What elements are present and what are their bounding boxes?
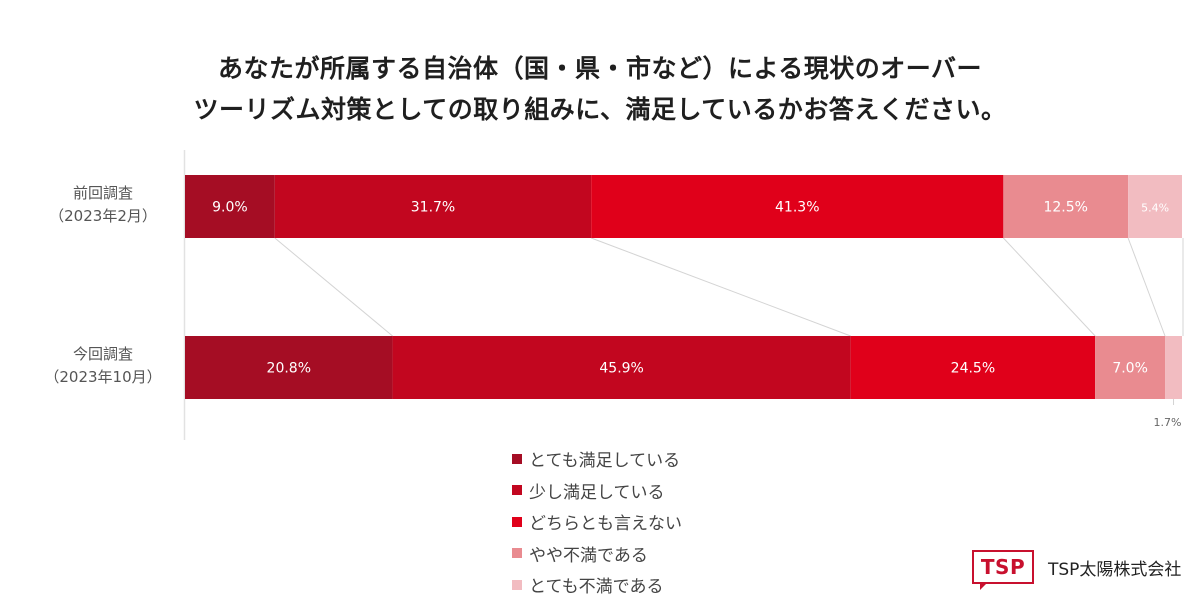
legend-item: どちらとも言えない [512,506,682,538]
data-label: 41.3% [775,200,819,216]
legend-swatch [512,485,522,496]
data-label: 24.5% [951,361,995,377]
bar-segment [274,175,592,238]
data-label: 1.7% [1154,416,1182,429]
data-label: 31.7% [411,200,455,216]
title-line-2: ツーリズム対策としての取り組みに、満足しているかお答えください。 [193,95,1007,124]
bar-segment [185,336,393,399]
legend-item: 少し満足している [512,475,682,507]
bar-segment [185,175,275,238]
bar-segment [591,175,1004,238]
data-label: 7.0% [1112,361,1148,377]
legend-swatch [512,516,522,527]
brand-footer: TSP TSP太陽株式会社 [972,550,1182,590]
bar-segment [850,336,1096,399]
chart-legend: とても満足している 少し満足している どちらとも言えない やや不満である とても不満であ… [512,443,682,601]
bar-segment [1095,336,1166,399]
legend-item: やや不満である [512,538,682,570]
bar-segment [392,336,851,399]
connector-line-1 [274,237,393,337]
row-label-current: 今回調査 （2023年10月） [40,343,166,389]
legend-swatch [512,579,522,590]
data-label: 45.9% [599,361,643,377]
legend-item: とても満足している [512,443,682,475]
legend-swatch [512,453,522,464]
legend-label: とても不満である [529,577,664,598]
connector-line-3 [1002,237,1096,337]
row-label-previous-line2: （2023年2月） [49,207,157,225]
legend-swatch [512,548,522,559]
bar-segment [1165,336,1183,399]
data-label: 5.4% [1141,202,1169,215]
legend-label: どちらとも言えない [529,514,682,535]
data-label: 9.0% [212,200,248,216]
bar-segment [1003,175,1129,238]
row-label-current-line2: （2023年10月） [44,368,162,386]
tsp-logo: TSP [972,550,1034,590]
legend-label: やや不満である [529,545,648,566]
legend-item: とても不満である [512,569,682,601]
chart-title: あなたが所属する自治体（国・県・市など）による現状のオーバー ツーリズム対策とし… [0,48,1200,130]
data-label: 12.5% [1043,200,1087,216]
legend-label: とても満足している [529,451,681,472]
row-label-previous: 前回調査 （2023年2月） [40,182,166,228]
row-label-previous-line1: 前回調査 [72,184,133,202]
legend-label: 少し満足している [529,482,665,503]
row-label-current-line1: 今回調査 [72,345,133,363]
data-label: 20.8% [267,361,311,377]
bar-segment [1128,175,1183,238]
connector-line-2 [591,237,851,337]
brand-name: TSP太陽株式会社 [1048,559,1182,580]
title-line-1: あなたが所属する自治体（国・県・市など）による現状のオーバー [217,54,982,83]
stacked-bar-chart: 9.0% 31.7% 41.3% 12.5% 5.4% 20.8% 45.9% 24.5% 7.… [183,150,1184,440]
connector-line-4 [1127,237,1166,337]
